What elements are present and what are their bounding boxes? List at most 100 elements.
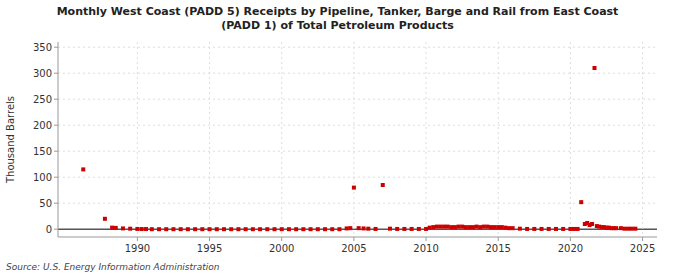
y-tick-label: 150 [33, 146, 52, 157]
point [525, 227, 529, 231]
point [614, 226, 618, 230]
point [489, 225, 493, 229]
point [554, 227, 558, 231]
point [435, 225, 439, 229]
point [593, 66, 597, 70]
point [576, 227, 580, 231]
point [449, 225, 453, 229]
point [572, 227, 576, 231]
y-tick-label: 250 [33, 94, 52, 105]
point [114, 226, 118, 230]
grid-line-y [58, 47, 657, 48]
grid-line-x [498, 42, 499, 237]
point [244, 227, 248, 231]
point [446, 225, 450, 229]
point [345, 226, 349, 230]
point [171, 227, 175, 231]
y-tick [54, 177, 58, 178]
y-tick [54, 47, 58, 48]
point [135, 227, 139, 231]
y-tick-label: 0 [46, 224, 52, 235]
grid-line-y [58, 151, 657, 152]
x-tick-label: 2010 [413, 243, 438, 254]
point [442, 225, 446, 229]
grid [58, 42, 657, 237]
y-tick-label: 300 [33, 68, 52, 79]
point [251, 227, 255, 231]
point [547, 227, 551, 231]
y-tick [54, 151, 58, 152]
point [294, 227, 298, 231]
point [471, 225, 475, 229]
point [511, 226, 515, 230]
point [81, 167, 85, 171]
point [410, 227, 414, 231]
point [388, 227, 392, 231]
point [348, 226, 352, 230]
axes: 1990199520002005201020152020202505010015… [33, 42, 655, 254]
point [630, 227, 634, 231]
point [330, 227, 334, 231]
point [287, 227, 291, 231]
point [568, 227, 572, 231]
point [561, 227, 565, 231]
x-tick [209, 237, 210, 241]
point [493, 225, 497, 229]
y-tick [54, 125, 58, 126]
point [208, 227, 212, 231]
point [431, 225, 435, 229]
point [475, 225, 479, 229]
point [273, 227, 277, 231]
y-tick-label: 350 [33, 42, 52, 53]
points [81, 66, 637, 231]
point [532, 227, 536, 231]
point [540, 227, 544, 231]
point [128, 227, 132, 231]
point [200, 227, 204, 231]
point [265, 227, 269, 231]
x-tick-label: 2005 [341, 243, 366, 254]
x-tick-label: 2015 [486, 243, 511, 254]
point [590, 222, 594, 226]
y-axis-label: Thousand Barrels [5, 96, 16, 184]
point [140, 227, 144, 231]
point [357, 226, 361, 230]
point [424, 227, 428, 231]
point [110, 226, 114, 230]
point [179, 227, 183, 231]
y-tick [54, 203, 58, 204]
point [280, 227, 284, 231]
grid-line-x [426, 42, 427, 237]
point [438, 225, 442, 229]
point [623, 227, 627, 231]
grid-line-x [570, 42, 571, 237]
point [402, 227, 406, 231]
title-line: (PADD 1) of Total Petroleum Products [221, 19, 454, 32]
point [103, 217, 107, 221]
point [157, 227, 161, 231]
title-line: Monthly West Coast (PADD 5) Receipts by … [57, 5, 619, 18]
point [500, 225, 504, 229]
point [362, 226, 366, 230]
source-note: Source: U.S. Energy Information Administ… [6, 262, 220, 272]
grid-line-y [58, 99, 657, 100]
grid-line-y [58, 125, 657, 126]
y-tick [54, 229, 58, 230]
point [460, 225, 464, 229]
y-axis-line [58, 42, 59, 237]
point [457, 225, 461, 229]
point [301, 227, 305, 231]
point [395, 227, 399, 231]
point [464, 225, 468, 229]
x-tick-label: 2020 [558, 243, 583, 254]
y-tick [54, 99, 58, 100]
chart: 1990199520002005201020152020202505010015… [0, 0, 675, 275]
point [366, 227, 370, 231]
x-tick-label: 1995 [197, 243, 222, 254]
point [164, 227, 168, 231]
point [518, 227, 522, 231]
point [579, 200, 583, 204]
point [633, 227, 637, 231]
x-tick [353, 237, 354, 241]
x-tick [570, 237, 571, 241]
